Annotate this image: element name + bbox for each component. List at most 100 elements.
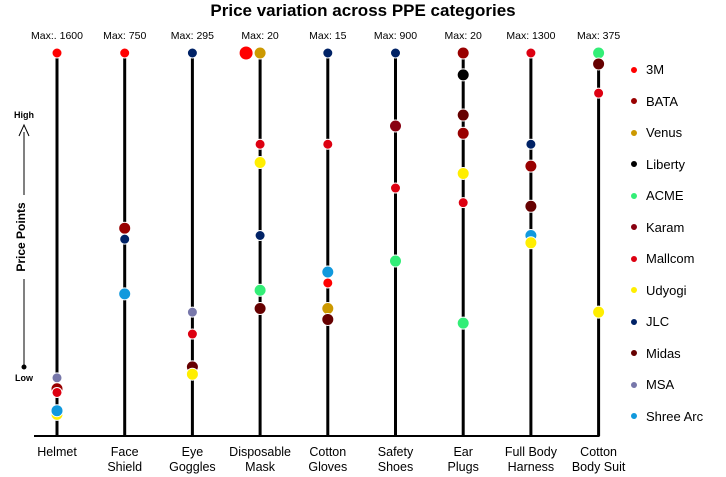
category-label: Mask — [245, 460, 276, 474]
data-point-acme — [253, 283, 267, 297]
legend-item: MSA — [630, 369, 726, 401]
legend-label: MSA — [646, 377, 675, 393]
y-label-bg — [14, 195, 32, 279]
category-label: Safety — [378, 445, 414, 459]
data-point-liberty — [456, 68, 470, 82]
legend-item: Karam — [630, 212, 726, 244]
y-low-label: Low — [15, 373, 34, 383]
data-point-midas — [592, 57, 606, 71]
legend-marker — [630, 286, 638, 295]
max-price-label: Max: 20 — [445, 30, 483, 42]
legend-label: BATA — [646, 93, 679, 109]
legend-item: BATA — [630, 86, 726, 118]
category-label: Face — [111, 445, 139, 459]
data-point-acme — [456, 316, 470, 330]
data-point-midas — [456, 108, 470, 122]
category-label: Cotton — [580, 445, 617, 459]
data-point-udyogi — [524, 236, 538, 250]
legend-label: ACME — [646, 188, 684, 204]
legend-marker — [630, 223, 638, 232]
data-point-msa — [51, 372, 63, 384]
legend-marker — [630, 65, 638, 74]
legend-marker — [630, 128, 638, 137]
legend-label: Venus — [646, 125, 683, 141]
max-price-label: Max: 1300 — [506, 30, 555, 42]
data-point-acme — [389, 254, 402, 268]
max-price-label: Max:. 1600 — [31, 30, 83, 42]
data-point-udyogi — [592, 305, 606, 319]
data-point-shree-arc — [50, 404, 64, 418]
max-price-label: Max: 750 — [103, 30, 146, 42]
legend-label: Karam — [646, 219, 685, 235]
legend-item: JLC — [630, 306, 726, 338]
data-point-msa — [186, 306, 198, 318]
data-point-mallcom — [457, 197, 469, 209]
legend-marker — [630, 160, 638, 169]
max-price-label: Max: 375 — [577, 30, 620, 42]
category-label: Eye — [182, 445, 204, 459]
data-point-midas — [321, 312, 335, 326]
data-point-3m — [238, 45, 254, 61]
y-axis-arrow-head — [18, 123, 30, 137]
data-point-mallcom — [322, 138, 334, 150]
data-point-karam — [389, 119, 402, 133]
category-label: Plugs — [448, 460, 479, 474]
data-point-midas — [253, 302, 267, 315]
legend-label: Liberty — [646, 156, 686, 172]
max-price-label: Max: 900 — [374, 30, 417, 42]
data-points — [50, 45, 606, 421]
data-point-3m — [322, 277, 334, 289]
data-point-jlc — [322, 47, 334, 59]
category-label: Shoes — [378, 460, 413, 474]
category-label: Cotton — [309, 445, 346, 459]
data-point-bata — [456, 126, 470, 140]
category-label: Body Suit — [572, 460, 626, 474]
data-point-bata — [118, 221, 132, 235]
data-point-mallcom — [186, 328, 198, 340]
data-point-jlc — [254, 230, 266, 241]
category-label: Ear — [453, 445, 472, 459]
legend-item: Mallcom — [630, 243, 726, 275]
data-point-3m — [51, 47, 63, 59]
data-point-mallcom — [51, 386, 63, 398]
legend-label: JLC — [646, 314, 670, 330]
data-point-venus — [321, 302, 335, 315]
category-label: Full Body — [505, 445, 558, 459]
data-point-jlc — [390, 47, 401, 59]
category-label: Gloves — [308, 460, 347, 474]
data-point-jlc — [119, 233, 131, 245]
category-label: Harness — [508, 460, 555, 474]
legend-marker — [630, 349, 638, 358]
data-point-udyogi — [456, 166, 470, 180]
legend-marker — [630, 254, 638, 263]
data-point-3m — [119, 47, 131, 59]
legend-label: Udyogi — [646, 282, 687, 298]
y-axis-origin-dot — [21, 364, 27, 370]
legend-item: ACME — [630, 180, 726, 212]
data-point-midas — [524, 199, 538, 213]
max-price-label: Max: 15 — [309, 30, 347, 42]
legend-marker — [630, 191, 638, 200]
legend-marker — [630, 97, 638, 106]
data-point-bata — [524, 159, 538, 173]
legend-label: 3M — [646, 62, 665, 78]
max-price-label: Max: 20 — [241, 30, 279, 42]
axis-layer: High Low Price Points — [14, 110, 600, 437]
category-lines — [55, 52, 601, 436]
data-point-udyogi — [253, 156, 267, 169]
chart-title: Price variation across PPE categories — [210, 1, 516, 20]
legend-item: 3M — [630, 54, 726, 86]
data-point-bata — [456, 46, 470, 60]
data-point-shree-arc — [118, 287, 132, 301]
data-point-mallcom — [390, 182, 401, 194]
data-point-jlc — [186, 47, 198, 59]
legend-item: Liberty — [630, 149, 726, 181]
legend-marker — [630, 380, 638, 389]
data-point-venus — [253, 46, 267, 60]
legend-item: Midas — [630, 338, 726, 370]
chart-legend: 3M BATA Venus Liberty ACME Karam Mallcom Udyogi… — [630, 54, 726, 432]
data-point-shree-arc — [321, 265, 335, 279]
category-label: Shield — [107, 460, 142, 474]
data-point-udyogi — [185, 367, 199, 381]
